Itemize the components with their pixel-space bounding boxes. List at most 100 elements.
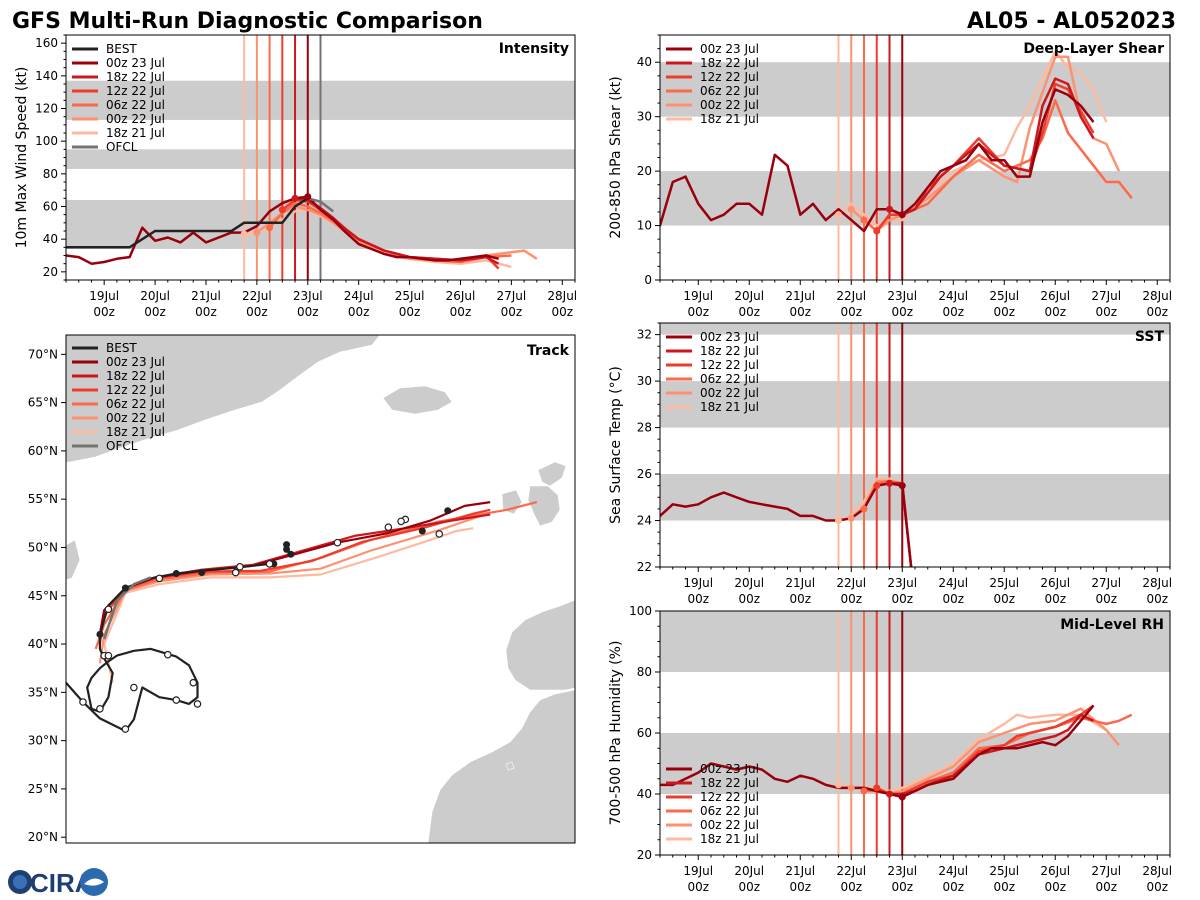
rh-xtick-date: 26Jul: [1040, 864, 1070, 878]
sst-band-1: [660, 381, 1170, 428]
intensity-xtick-date: 22Jul: [242, 289, 272, 303]
intensity-legend-label: 00z 22 Jul: [106, 112, 165, 126]
land-canary-islands: [505, 761, 515, 771]
rh-ytick-label: 20: [637, 848, 652, 862]
shear-xtick-date: 19Jul: [683, 289, 713, 303]
intensity-init-marker: [266, 224, 274, 232]
track-legend-label: OFCL: [106, 439, 138, 453]
sst-xtick-hour: 00z: [1146, 592, 1168, 606]
rh-xtick-hour: 00z: [1095, 880, 1117, 894]
rh-xtick-hour: 00z: [840, 880, 862, 894]
sst-legend-label: 00z 23 Jul: [700, 330, 759, 344]
sst-xtick-hour: 00z: [840, 592, 862, 606]
rh-title: Mid-Level RH: [1060, 617, 1164, 633]
sst-xtick-date: 27Jul: [1091, 576, 1121, 590]
land-britain: [527, 485, 561, 527]
track-fix-dot: [283, 545, 291, 553]
track-open-dot: [435, 530, 444, 538]
sst-ytick-label: 30: [637, 374, 652, 388]
intensity-xtick-date: 20Jul: [140, 289, 170, 303]
shear-xtick-hour: 00z: [738, 305, 760, 319]
intensity-init-marker: [253, 229, 261, 237]
track-fix-dot: [172, 570, 180, 578]
track-fix-dot: [444, 507, 452, 515]
sst-xtick-hour: 00z: [1044, 592, 1066, 606]
intensity-xtick-hour: 00z: [246, 305, 268, 319]
sst-xtick-hour: 00z: [687, 592, 709, 606]
shear-xtick-date: 28Jul: [1142, 289, 1172, 303]
intensity-xtick-hour: 00z: [348, 305, 370, 319]
rh-plot-area: [660, 611, 1170, 855]
rh-xtick-date: 21Jul: [785, 864, 815, 878]
shear-xtick-hour: 00z: [840, 305, 862, 319]
intensity-xtick-hour: 00z: [93, 305, 115, 319]
track-lat-label: 70°N: [28, 347, 58, 361]
track-open-dot: [231, 568, 240, 577]
intensity-ytick-label: 120: [35, 102, 58, 116]
figure-title: GFS Multi-Run Diagnostic Comparison: [12, 9, 483, 34]
rh-xtick-date: 27Jul: [1091, 864, 1121, 878]
rh-ytick-label: 60: [637, 726, 652, 740]
track-panel: 20°N 25°N 30°N 35°N 40°N 45°N 50°N 55°N 60°N 65°N…: [28, 334, 576, 844]
rh-legend-label: 12z 22 Jul: [700, 790, 759, 804]
rh-init-marker: [860, 787, 868, 795]
shear-xtick-date: 26Jul: [1040, 289, 1070, 303]
sst-init-marker: [847, 514, 855, 522]
shear-xtick-hour: 00z: [1044, 305, 1066, 319]
shear-legend-label: 12z 22 Jul: [700, 70, 759, 84]
intensity-xtick-hour: 00z: [501, 305, 523, 319]
logo-swirl: [84, 878, 104, 886]
sst-ytick-label: 26: [637, 467, 652, 481]
intensity-init-marker: [278, 206, 286, 214]
intensity-xtick-date: 28Jul: [547, 289, 577, 303]
intensity-init-marker: [291, 194, 299, 202]
shear-legend-label: 06z 22 Jul: [700, 84, 759, 98]
track-legend-label: 00z 22 Jul: [106, 411, 165, 425]
intensity-ylabel: 10m Max Wind Speed (kt): [14, 67, 30, 249]
shear-legend-label: 18z 21 Jul: [700, 112, 759, 126]
rh-xtick-hour: 00z: [891, 880, 913, 894]
track-lat-label: 35°N: [28, 685, 58, 699]
sst-ytick-label: 28: [637, 421, 652, 435]
intensity-plot-area: [66, 35, 575, 280]
shear-panel: 0 10 20 30 40 19Jul 00z 20Jul 00z 21Jul 00z 22Jul 00…: [608, 34, 1172, 319]
sst-xtick-hour: 00z: [942, 592, 964, 606]
sst-init-marker: [860, 505, 868, 513]
rh-xtick-date: 25Jul: [989, 864, 1019, 878]
rh-legend-label: 06z 22 Jul: [700, 804, 759, 818]
track-fix-dot: [198, 569, 206, 577]
track-title: Track: [527, 343, 570, 359]
intensity-xtick-date: 26Jul: [446, 289, 476, 303]
shear-band-0: [660, 171, 1170, 226]
shear-xtick-date: 23Jul: [887, 289, 917, 303]
sst-init-marker: [886, 479, 893, 487]
rh-xtick-date: 28Jul: [1142, 864, 1172, 878]
rh-xtick-date: 23Jul: [887, 864, 917, 878]
intensity-ytick-label: 80: [43, 167, 58, 181]
shear-ytick-label: 20: [637, 164, 652, 178]
shear-title: Deep-Layer Shear: [1023, 41, 1164, 57]
shear-legend-label: 00z 22 Jul: [700, 98, 759, 112]
sst-legend-label: 18z 22 Jul: [700, 344, 759, 358]
intensity-legend-label: 18z 22 Jul: [106, 70, 165, 84]
rh-ytick-label: 100: [629, 604, 652, 618]
shear-xtick-date: 22Jul: [836, 289, 866, 303]
sst-ytick-label: 22: [637, 560, 652, 574]
track-run-line: [103, 527, 474, 683]
shear-xtick-hour: 00z: [993, 305, 1015, 319]
track-lat-label: 65°N: [28, 396, 58, 410]
shear-ytick-label: 40: [637, 55, 652, 69]
sst-xtick-hour: 00z: [891, 592, 913, 606]
shear-init-marker: [847, 205, 855, 213]
rh-legend-label: 00z 23 Jul: [700, 762, 759, 776]
rh-xtick-hour: 00z: [789, 880, 811, 894]
sst-ytick-label: 32: [637, 328, 652, 342]
sst-init-marker: [898, 482, 906, 490]
rh-xtick-hour: 00z: [687, 880, 709, 894]
shear-ytick-label: 30: [637, 110, 652, 124]
track-frame: [65, 334, 576, 844]
track-fix-dot: [418, 527, 426, 535]
track-fix-dot: [287, 550, 295, 558]
intensity-panel: 20 40 60 80 100 120 140 160 19Jul 00z 20Jul 00z 21Ju…: [14, 34, 577, 319]
track-legend-label: 06z 22 Jul: [106, 397, 165, 411]
